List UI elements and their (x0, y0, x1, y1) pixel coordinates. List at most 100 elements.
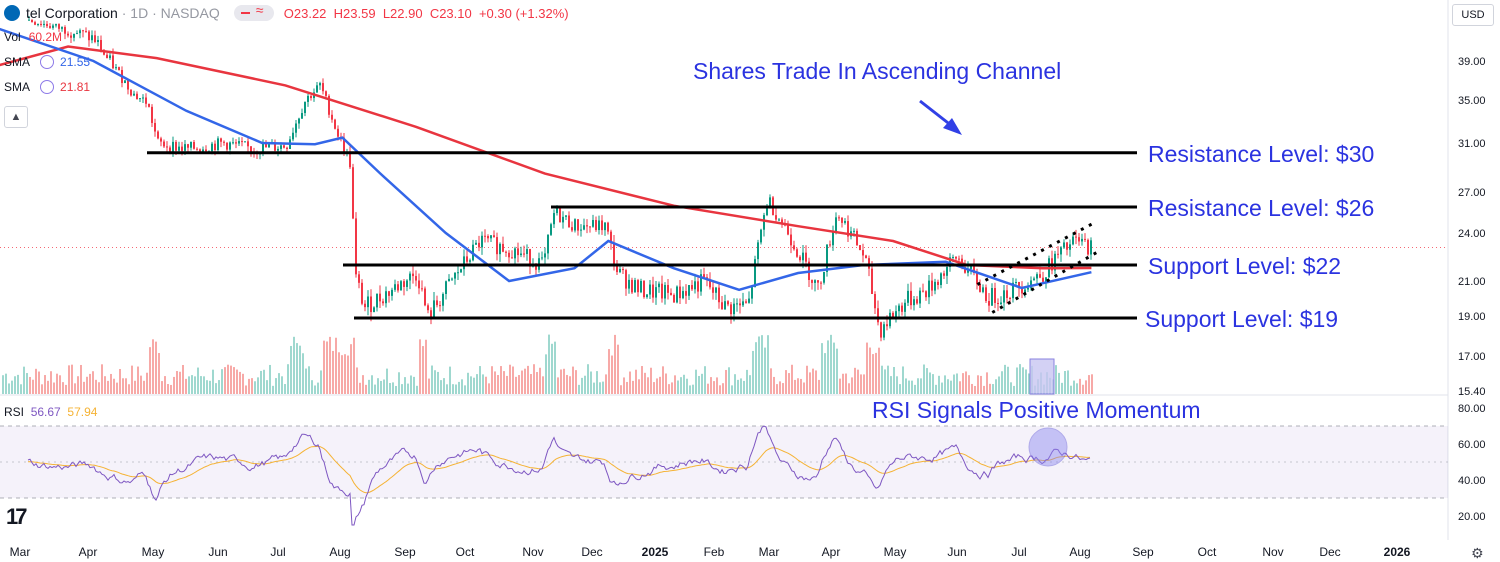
time-tick: Mar (10, 545, 31, 559)
volume-bar (398, 372, 400, 394)
candle-body (577, 219, 579, 231)
candle-body (229, 142, 231, 150)
volume-bar (935, 384, 937, 394)
candle-body (1024, 289, 1026, 294)
candle-body (985, 287, 987, 302)
volume-bar (548, 334, 550, 394)
volume-bar (494, 371, 496, 394)
candle-body (586, 225, 588, 227)
candle-body (940, 273, 942, 285)
candle-body (868, 258, 870, 269)
volume-bar (356, 367, 358, 394)
volume-bar (383, 379, 385, 394)
candle-body (268, 144, 270, 148)
candle-body (592, 220, 594, 227)
price-tick: 17.00 (1458, 351, 1486, 363)
candle-body (343, 137, 345, 153)
candle-body (1042, 277, 1044, 282)
price-tick: 15.40 (1458, 386, 1486, 398)
volume-bar (734, 374, 736, 394)
volume-bar (476, 374, 478, 394)
candle-body (418, 280, 420, 289)
candle-body (556, 208, 558, 214)
volume-bar (164, 376, 166, 394)
volume-bar (47, 380, 49, 394)
candle-body (493, 235, 495, 238)
volume-bar (761, 335, 763, 394)
currency-button[interactable]: USD (1452, 4, 1494, 26)
volume-bar (83, 381, 85, 394)
volume-bar (869, 347, 871, 394)
volume-bar (863, 374, 865, 394)
volume-bar (602, 381, 604, 394)
candle-body (766, 205, 768, 216)
volume-bar (230, 365, 232, 394)
candle-body (364, 303, 366, 308)
candle-body (307, 95, 309, 102)
candle-body (184, 144, 186, 151)
rsi-legend: RSI 56.67 57.94 (4, 405, 98, 419)
volume-bar (929, 372, 931, 394)
candle-body (439, 305, 441, 307)
visibility-icon[interactable] (40, 55, 55, 69)
volume-bar (572, 366, 574, 394)
volume-bar (350, 344, 352, 394)
sma-fast-legend[interactable]: SMA 21.55 (4, 55, 91, 69)
candle-body (94, 35, 96, 43)
chart-style-toggle[interactable] (233, 2, 274, 21)
candle-body (682, 291, 684, 299)
collapse-legend-button[interactable]: ▲ (4, 106, 28, 128)
volume-bar (647, 377, 649, 394)
candle-body (280, 145, 282, 149)
level-label: Resistance Level: $30 (1148, 141, 1374, 167)
visibility-icon[interactable] (40, 80, 55, 94)
volume-bar (797, 378, 799, 394)
candle-body (400, 281, 402, 291)
symbol-title[interactable]: tel Corporation (26, 5, 118, 21)
candle-body (337, 128, 339, 137)
candle-body (220, 138, 222, 142)
candle-body (301, 113, 303, 119)
volume-bar (1058, 372, 1060, 394)
volume-bar (608, 349, 610, 394)
volume-bar (401, 384, 403, 394)
candle-body (160, 138, 162, 142)
volume-bar (128, 384, 130, 394)
candle-body (811, 280, 813, 283)
candle-body (130, 89, 132, 96)
candle-body (1015, 281, 1017, 283)
volume-bar (830, 334, 832, 394)
volume-bar (26, 373, 28, 394)
sma-slow-legend[interactable]: SMA 21.81 (4, 80, 91, 94)
channel-annotation: Shares Trade In Ascending Channel (693, 58, 1061, 84)
candle-body (277, 148, 279, 151)
time-tick: Sep (1132, 545, 1154, 559)
candle-body (997, 302, 999, 305)
candle-body (73, 33, 75, 38)
candle-body (304, 101, 306, 114)
candle-body (670, 292, 672, 295)
volume-bar (842, 373, 844, 394)
settings-gear-icon[interactable]: ⚙ (1471, 545, 1484, 561)
volume-bar (788, 373, 790, 394)
rsi-highlight-circle (1028, 427, 1068, 467)
rsi-tick: 60.00 (1458, 439, 1486, 451)
candle-body (103, 51, 105, 55)
tradingview-logo-icon[interactable]: 17 (6, 504, 28, 529)
volume-bar (77, 376, 79, 394)
time-tick: Nov (522, 545, 543, 559)
volume-bar (920, 378, 922, 394)
volume-bar (974, 385, 976, 394)
candle-body (31, 19, 33, 23)
candle-body (880, 322, 882, 338)
candle-body (832, 232, 834, 246)
volume-bar (266, 380, 268, 394)
candle-body (802, 252, 804, 261)
volume-bar (275, 378, 277, 394)
candle-body (505, 251, 507, 253)
volume-bar (410, 375, 412, 394)
candle-body (328, 95, 330, 115)
volume-bar (302, 353, 304, 394)
candle-body (877, 308, 879, 323)
